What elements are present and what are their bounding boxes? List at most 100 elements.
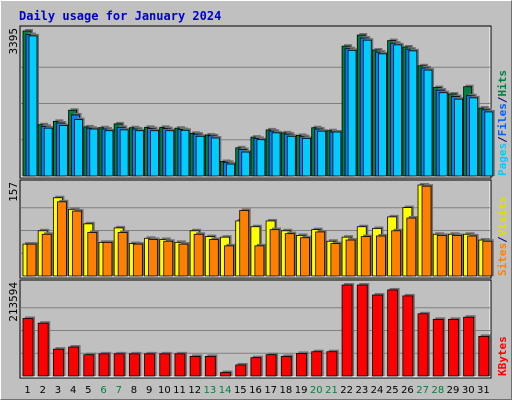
- bar-sites-day-22: [345, 238, 358, 277]
- bar-kbytes-day-27: [417, 311, 431, 377]
- bar-pages-day-1: [28, 33, 39, 177]
- bar-pages-day-7: [119, 127, 131, 177]
- bar-sites-day-24: [376, 234, 388, 277]
- bar-sites-day-27: [421, 184, 434, 277]
- bar-kbytes-day-10: [159, 351, 172, 377]
- bar-pages-day-9: [150, 128, 161, 177]
- panel-3: 213594 KBytes: [7, 279, 509, 379]
- x-tick-label: 8: [131, 385, 137, 396]
- x-tick-label: 12: [188, 385, 201, 396]
- x-tick-label: 14: [219, 385, 232, 396]
- bar-pages-day-28: [438, 90, 450, 177]
- bar-kbytes-day-30: [463, 315, 476, 377]
- bar-sites-day-16: [254, 243, 266, 277]
- bar-sites-day-13: [208, 237, 221, 277]
- legend-entry-visits: Visits: [496, 197, 509, 237]
- legend-entry-hits: Hits: [496, 70, 509, 97]
- bar-pages-day-25: [393, 42, 404, 177]
- bar-kbytes-day-20: [311, 349, 324, 377]
- bar-sites-day-29: [452, 233, 464, 277]
- x-tick-label: 18: [280, 385, 293, 396]
- bar-kbytes-day-25: [387, 287, 400, 377]
- bar-sites-day-4: [72, 209, 84, 277]
- bar-sites-day-7: [117, 230, 130, 277]
- bar-pages-day-27: [423, 68, 435, 177]
- bar-sites-day-21: [330, 241, 342, 277]
- bar-sites-day-17: [269, 227, 282, 277]
- bar-pages-day-22: [347, 48, 359, 177]
- bar-pages-day-10: [165, 128, 176, 177]
- bar-sites-day-31: [482, 239, 494, 277]
- x-tick-label: 1: [24, 385, 30, 396]
- bar-pages-day-16: [256, 137, 267, 177]
- bar-pages-day-2: [43, 126, 55, 177]
- bar-pages-day-13: [210, 135, 222, 177]
- legend-entry-files: Files: [496, 103, 509, 136]
- bar-kbytes-day-15: [235, 362, 248, 377]
- bar-pages-day-3: [58, 123, 70, 177]
- bar-kbytes-day-12: [189, 354, 203, 377]
- bar-sites-day-15: [239, 208, 251, 277]
- x-tick-label: 21: [325, 385, 338, 396]
- legend-entry-separator: /: [496, 96, 509, 103]
- bar-kbytes-day-9: [144, 351, 157, 377]
- panel-2-max-label: 157: [7, 182, 20, 202]
- panel-2-legend: Sites/Visits: [496, 197, 509, 277]
- x-tick-label: 31: [477, 385, 490, 396]
- x-tick-label: 30: [462, 385, 475, 396]
- bar-kbytes-day-13: [204, 354, 218, 377]
- x-tick-label: 19: [295, 385, 308, 396]
- x-tick-label: 16: [249, 385, 262, 396]
- bar-kbytes-day-28: [432, 317, 446, 377]
- x-tick-label: 6: [100, 385, 106, 396]
- bar-kbytes-day-4: [68, 345, 81, 377]
- bar-pages-day-19: [302, 136, 313, 177]
- bar-sites-day-20: [315, 229, 327, 277]
- bar-pages-day-31: [484, 109, 495, 177]
- x-tick-label: 7: [116, 385, 122, 396]
- legend-entry-sites: Sites: [496, 243, 509, 276]
- bar-sites-day-3: [56, 199, 69, 277]
- chart-title: Daily usage for January 2024: [19, 9, 222, 23]
- x-tick-label: 25: [386, 385, 399, 396]
- bar-kbytes-day-31: [478, 334, 491, 377]
- bar-pages-day-29: [454, 97, 465, 177]
- x-tick-label: 29: [447, 385, 460, 396]
- bar-sites-day-18: [284, 231, 297, 277]
- bar-sites-day-8: [132, 242, 145, 277]
- panel-3-legend: KBytes: [496, 336, 509, 376]
- x-tick-label: 2: [40, 385, 46, 396]
- bar-kbytes-day-18: [280, 354, 294, 377]
- bar-pages-day-8: [134, 128, 146, 177]
- bar-kbytes-day-14: [220, 370, 233, 377]
- x-tick-label: 10: [158, 385, 171, 396]
- x-tick-label: 9: [146, 385, 152, 396]
- bar-kbytes-day-6: [98, 351, 111, 377]
- bar-pages-day-12: [195, 134, 207, 177]
- bar-kbytes-day-3: [52, 347, 66, 377]
- bar-kbytes-day-22: [341, 283, 355, 377]
- bar-pages-day-14: [226, 162, 237, 177]
- x-tick-label: 13: [204, 385, 217, 396]
- bar-sites-day-12: [193, 232, 206, 277]
- panel-2: 157 Sites/Visits: [7, 179, 509, 279]
- legend-entry-separator: /: [496, 136, 509, 143]
- bar-kbytes-day-24: [372, 293, 385, 377]
- bar-kbytes-day-8: [128, 351, 142, 377]
- bar-sites-day-25: [391, 228, 403, 277]
- bar-kbytes-day-16: [250, 355, 263, 377]
- x-tick-label: 22: [340, 385, 353, 396]
- x-tick-label: 11: [173, 385, 186, 396]
- legend-entry-kbytes: KBytes: [496, 336, 509, 376]
- bar-pages-day-4: [74, 117, 85, 177]
- bar-kbytes-day-29: [448, 317, 461, 377]
- bar-kbytes-day-21: [326, 349, 339, 377]
- x-tick-label: 26: [401, 385, 414, 396]
- bar-sites-day-19: [300, 235, 312, 277]
- bar-pages-day-6: [104, 128, 115, 177]
- legend-entry-separator: /: [496, 236, 509, 243]
- x-tick-label: 17: [264, 385, 277, 396]
- bar-sites-day-1: [26, 242, 38, 277]
